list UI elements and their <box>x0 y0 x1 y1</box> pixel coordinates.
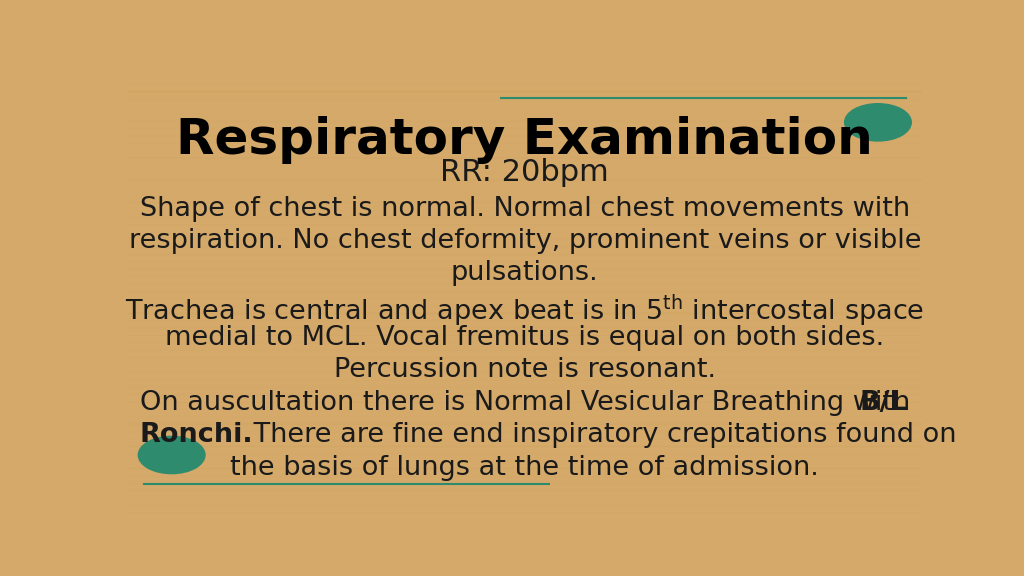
Text: Trachea is central and apex beat is in 5$^\mathregular{th}$ intercostal space: Trachea is central and apex beat is in 5… <box>125 293 925 329</box>
Circle shape <box>845 104 911 141</box>
Circle shape <box>138 437 205 473</box>
Text: RR: 20bpm: RR: 20bpm <box>440 158 609 187</box>
Text: medial to MCL. Vocal fremitus is equal on both sides.: medial to MCL. Vocal fremitus is equal o… <box>165 325 885 351</box>
Text: Ronchi.: Ronchi. <box>140 422 254 448</box>
Text: Percussion note is resonant.: Percussion note is resonant. <box>334 357 716 384</box>
Text: the basis of lungs at the time of admission.: the basis of lungs at the time of admiss… <box>230 454 819 480</box>
Text: Shape of chest is normal. Normal chest movements with: Shape of chest is normal. Normal chest m… <box>139 195 910 222</box>
Text: pulsations.: pulsations. <box>451 260 599 286</box>
Text: On auscultation there is Normal Vesicular Breathing with: On auscultation there is Normal Vesicula… <box>140 390 919 416</box>
Text: B/L: B/L <box>859 390 907 416</box>
Text: Respiratory Examination: Respiratory Examination <box>176 116 873 164</box>
Text: There are fine end inspiratory crepitations found on: There are fine end inspiratory crepitati… <box>246 422 957 448</box>
Text: respiration. No chest deformity, prominent veins or visible: respiration. No chest deformity, promine… <box>129 228 921 254</box>
